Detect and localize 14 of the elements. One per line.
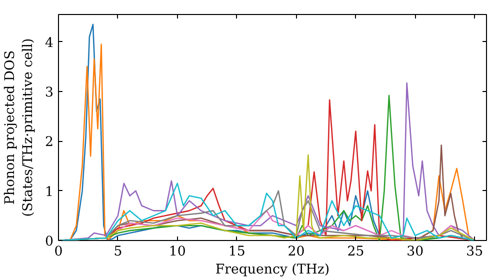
x-tick-label: 10 [168, 244, 186, 260]
x-tick-label: 20 [288, 244, 305, 260]
y-axis-title: Phonon projected DOS (States/THz·primitive cell) [3, 38, 36, 217]
y-tick-label: 4 [45, 36, 54, 51]
y-tick-label: 1 [45, 184, 54, 200]
x-tick-label: 5 [114, 244, 122, 260]
y-tick-label: 3 [45, 85, 54, 100]
x-tick-label: 15 [228, 244, 246, 260]
x-tick-label: 30 [406, 244, 424, 260]
y-tick-label: 2 [45, 135, 54, 150]
x-tick-label: 35 [466, 244, 484, 260]
x-axis-title: Frequency (THz) [215, 262, 330, 278]
y-tick-label: 0 [45, 234, 54, 250]
x-tick-label: 25 [347, 244, 364, 260]
